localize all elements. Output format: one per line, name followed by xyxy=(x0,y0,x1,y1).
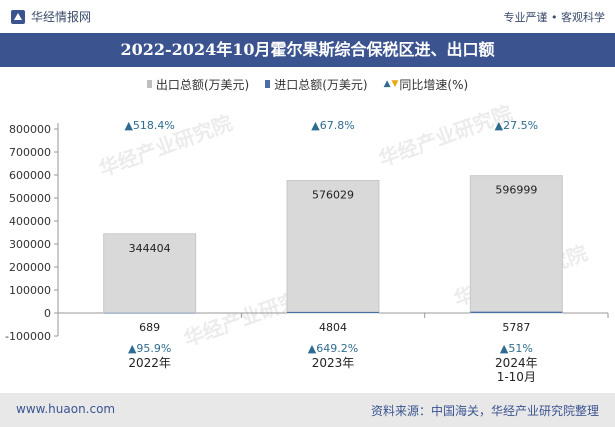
legend-swatch-import xyxy=(265,80,271,88)
chart-legend: 出口总额(万美元) 进口总额(万美元) ▲ ▼ 同比增速(%) xyxy=(0,76,615,92)
up-triangle-icon: ▲ xyxy=(383,79,391,89)
footer-source: 资料来源：中国海关，华经产业研究院整理 xyxy=(370,404,599,418)
y-tick-label: -100000 xyxy=(5,330,51,343)
import-value-label: 4804 xyxy=(319,321,347,334)
import-bar xyxy=(103,312,196,314)
legend-label-import: 进口总额(万美元) xyxy=(274,77,368,92)
legend-label-export: 出口总额(万美元) xyxy=(155,77,250,92)
title-bar: 2022-2024年10月霍尔果斯综合保税区进、出口额 xyxy=(0,33,615,67)
x-tick-label: 2023年 xyxy=(312,356,355,370)
brand: 华经情报网 xyxy=(10,8,91,25)
chart-title: 2022-2024年10月霍尔果斯综合保税区进、出口额 xyxy=(120,40,495,59)
import-growth-label: ▲95.9% xyxy=(128,342,171,355)
top-bar: 华经情报网 专业严谨 • 客观科学 xyxy=(0,0,615,33)
x-tick-label: 1-10月 xyxy=(497,370,536,384)
export-value-label: 596999 xyxy=(495,184,537,197)
x-tick-label: 2024年 xyxy=(495,356,538,370)
legend-item-export: 出口总额(万美元) xyxy=(146,76,250,93)
legend-swatch-export xyxy=(146,80,152,88)
import-growth-label: ▲51% xyxy=(500,342,533,355)
import-growth-label: ▲649.2% xyxy=(308,342,358,355)
huajing-logo-icon xyxy=(11,9,25,24)
y-tick-label: 400000 xyxy=(9,215,51,228)
bar-chart: -100000 0 100000 200000 300000 400000 500000 60… xyxy=(5,119,609,384)
y-tick-label: 600000 xyxy=(9,169,51,182)
down-triangle-icon: ▼ xyxy=(391,79,399,89)
footer-url[interactable]: www.huaon.com xyxy=(16,402,116,416)
legend-label-yoy: 同比增速(%) xyxy=(399,77,469,92)
export-growth-label: ▲67.8% xyxy=(311,119,354,132)
export-value-label: 576029 xyxy=(312,189,354,202)
legend-item-yoy: ▲ ▼ 同比增速(%) xyxy=(384,76,469,93)
y-tick-label: 300000 xyxy=(9,238,51,251)
y-tick-label: 700000 xyxy=(9,146,51,159)
export-growth-label: ▲518.4% xyxy=(124,119,174,132)
y-tick-label: 800000 xyxy=(9,123,51,136)
brand-name: 华经情报网 xyxy=(31,10,92,24)
export-growth-label: ▲27.5% xyxy=(495,119,538,132)
export-value-label: 344404 xyxy=(129,242,171,255)
y-tick-label: 200000 xyxy=(9,261,51,274)
import-value-label: 689 xyxy=(139,321,160,334)
x-tick-label: 2022年 xyxy=(128,356,171,370)
tagline: 专业严谨 • 客观科学 xyxy=(503,11,605,24)
import-bar xyxy=(470,311,563,313)
import-bar xyxy=(287,311,379,313)
import-value-label: 5787 xyxy=(502,321,530,334)
legend-item-import: 进口总额(万美元) xyxy=(265,76,368,93)
y-tick-label: 0 xyxy=(44,307,51,320)
footer: www.huaon.com 资料来源：中国海关，华经产业研究院整理 xyxy=(0,393,615,427)
y-tick-label: 100000 xyxy=(9,284,51,297)
y-tick-label: 500000 xyxy=(9,192,51,205)
